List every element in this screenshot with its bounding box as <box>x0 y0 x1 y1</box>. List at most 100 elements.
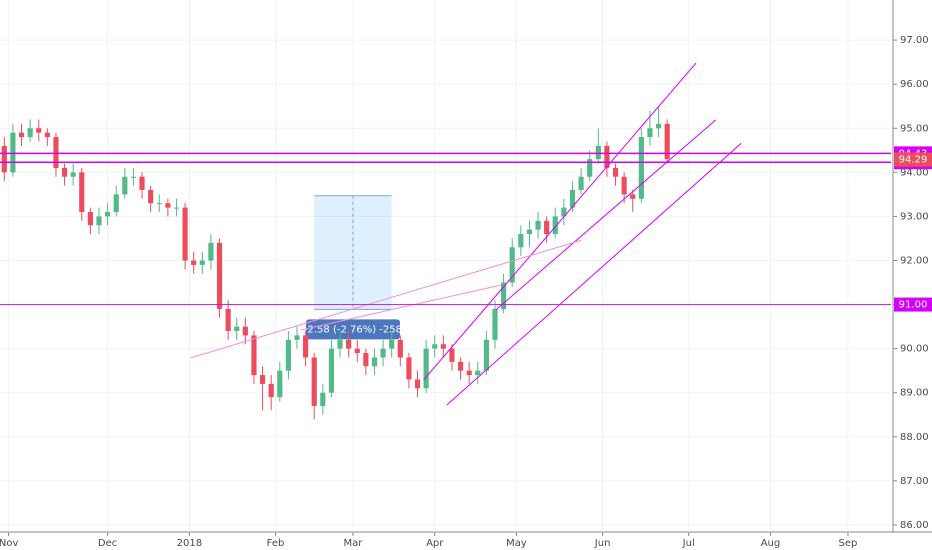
candle-body <box>621 176 627 195</box>
candle-body <box>320 392 326 406</box>
candle-body <box>483 339 489 371</box>
level-label: 91.00 <box>899 300 928 311</box>
candle-body <box>423 348 429 389</box>
candle-body <box>501 282 507 309</box>
candle-body <box>655 123 662 129</box>
candle-body <box>544 220 550 235</box>
trendline <box>495 119 717 311</box>
x-tick-label: Jul <box>682 538 695 549</box>
candle-body <box>578 176 584 190</box>
y-tick-label: 86.00 <box>900 520 929 531</box>
candle-body <box>216 242 223 309</box>
trendline <box>190 239 582 359</box>
candle-body <box>647 128 653 138</box>
candle-body <box>389 339 395 349</box>
candle-body <box>561 207 567 217</box>
candle-body <box>303 335 309 358</box>
candle-body <box>234 326 240 332</box>
candle-body <box>526 229 533 235</box>
x-tick-label: 2018 <box>177 538 202 549</box>
candle-body <box>225 308 231 332</box>
y-tick-label: 87.00 <box>900 476 929 487</box>
candle-body <box>113 194 119 213</box>
candle-body <box>173 207 180 209</box>
y-tick-label: 96.00 <box>900 79 929 90</box>
x-tick-label: Mar <box>344 538 364 549</box>
candle-body <box>96 216 102 226</box>
candle-body <box>371 357 378 367</box>
candle-body <box>156 203 162 205</box>
candle-body <box>148 189 154 204</box>
candle-body <box>457 361 464 371</box>
x-tick-label: May <box>506 538 527 549</box>
candle-body <box>27 128 33 138</box>
last-price-bg <box>894 152 932 167</box>
candle-body <box>122 176 128 195</box>
candle-body <box>105 212 111 217</box>
candle-body <box>612 167 619 177</box>
trendline <box>300 284 501 331</box>
candle-body <box>242 326 248 336</box>
candle-body <box>604 145 610 168</box>
candle-body <box>569 189 576 208</box>
y-tick-label: 97.00 <box>900 35 929 46</box>
candle-body <box>380 348 386 358</box>
x-tick-label: Dec <box>98 538 117 549</box>
trendline <box>423 62 697 381</box>
candle-body <box>61 167 68 177</box>
candle-body <box>294 335 300 340</box>
candle-body <box>518 234 524 248</box>
level-label-bg <box>894 297 932 312</box>
candle-body <box>311 357 317 406</box>
candle-body <box>346 339 352 349</box>
trendline <box>446 142 742 406</box>
candle-body <box>53 137 59 168</box>
candle-body <box>191 260 197 265</box>
y-tick-label: 94.00 <box>900 167 929 178</box>
last-price-label: 94.29 <box>899 155 928 166</box>
x-tick-label: Aug <box>761 538 781 549</box>
candle-body <box>630 194 636 199</box>
x-tick-label: Feb <box>267 538 285 549</box>
candle-body <box>165 203 171 208</box>
candle-body <box>208 242 214 261</box>
candle-body <box>440 344 446 349</box>
candle-body <box>664 123 670 160</box>
candle-body <box>44 132 50 138</box>
candle-body <box>18 132 25 138</box>
candle-body <box>595 145 601 160</box>
candle-body <box>251 335 257 376</box>
x-tick-label: Sep <box>839 538 858 549</box>
candle-body <box>449 348 455 362</box>
candle-body <box>328 348 335 393</box>
candle-body <box>587 159 593 177</box>
y-tick-label: 92.00 <box>900 255 929 266</box>
candle-body <box>354 348 360 354</box>
x-tick-label: Nov <box>0 538 18 549</box>
candle-body <box>535 220 541 230</box>
candle-body <box>259 375 266 384</box>
candle-body <box>432 344 438 349</box>
candle-body <box>199 260 205 265</box>
y-tick-label: 93.00 <box>900 211 929 222</box>
candle-body <box>182 207 188 261</box>
candle-body <box>509 247 515 283</box>
candle-body <box>130 176 137 178</box>
candle-body <box>36 128 42 133</box>
candle-body <box>87 212 93 226</box>
y-tick-label: 89.00 <box>900 388 929 399</box>
candle-body <box>492 308 498 340</box>
candle-body <box>139 176 145 190</box>
y-tick-label: 88.00 <box>900 432 929 443</box>
candle-body <box>79 172 85 213</box>
candle-body <box>475 370 481 376</box>
candle-body <box>397 339 403 358</box>
candle-body <box>70 172 76 177</box>
candle-body <box>285 339 291 371</box>
candle-body <box>337 339 343 349</box>
measure-label: -2.58 (-2.76%) -258 <box>304 324 402 335</box>
candle-body <box>268 383 274 398</box>
y-tick-label: 95.00 <box>900 123 929 134</box>
candle-body <box>277 370 283 398</box>
